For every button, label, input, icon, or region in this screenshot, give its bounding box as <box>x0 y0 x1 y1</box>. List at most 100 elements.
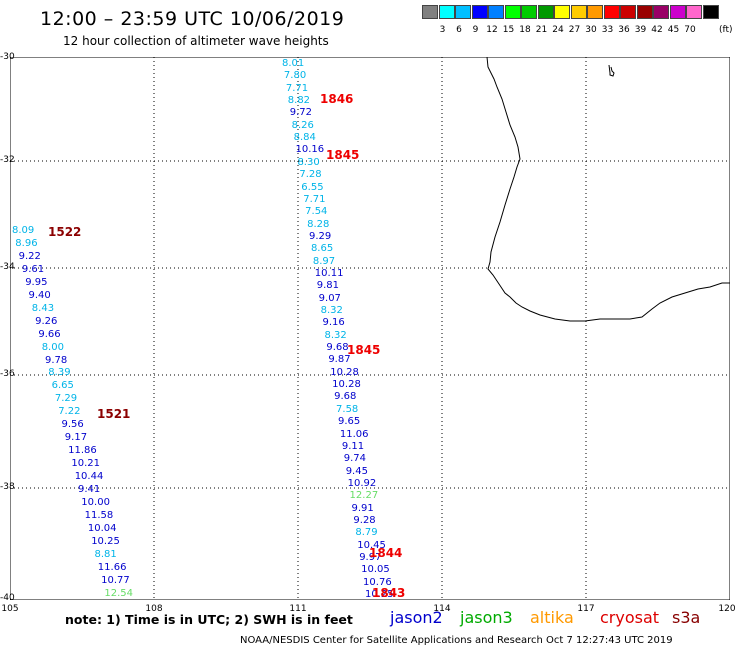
pass-time-label: 1521 <box>97 407 131 421</box>
wave-height-value: 8.30 <box>297 156 320 168</box>
wave-height-value: 9.45 <box>345 465 368 477</box>
wave-height-value: 9.61 <box>21 263 45 275</box>
wave-height-value: 7.80 <box>283 70 307 82</box>
wave-height-value: 10.25 <box>364 589 394 601</box>
wave-height-value: 9.16 <box>322 317 345 329</box>
pass-time-label: 1845 <box>326 148 360 162</box>
wave-height-value: 9.41 <box>78 484 101 495</box>
color-scale-swatch <box>554 5 570 19</box>
lat-label-40: -40 <box>0 593 15 603</box>
map-title: 12:00 – 23:59 UTC 10/06/2019 <box>40 8 345 30</box>
wave-height-value: 9.07 <box>318 292 341 304</box>
color-scale-swatch <box>504 5 521 19</box>
legend-cryosat: cryosat <box>600 608 660 627</box>
australia-coastline <box>486 57 730 322</box>
color-scale-swatch <box>455 5 471 19</box>
color-scale-label: 27 <box>568 25 581 35</box>
color-scale-label: 42 <box>651 25 663 35</box>
color-scale-label: 33 <box>601 25 614 35</box>
color-scale-label: 6 <box>456 25 462 35</box>
wave-height-value: 8.81 <box>94 548 117 560</box>
color-scale-label: 30 <box>585 25 597 35</box>
color-scale-label: 3 <box>439 25 446 35</box>
wave-height-value: 9.56 <box>61 419 84 431</box>
wave-height-value: 12.27 <box>349 490 379 502</box>
color-scale-swatch <box>686 5 702 19</box>
wave-height-value: 9.22 <box>18 250 41 262</box>
color-scale-label: 12 <box>486 25 498 35</box>
wave-height-value: 10.77 <box>101 574 130 586</box>
wave-height-value: 9.68 <box>326 342 349 354</box>
legend-jason3: jason3 <box>460 608 513 627</box>
wave-height-value: 8.43 <box>31 302 55 314</box>
wave-height-value: 11.66 <box>97 561 127 573</box>
wave-height-value: 10.44 <box>74 471 104 483</box>
wave-height-value: 10.00 <box>81 496 110 508</box>
wave-height-value: 6.55 <box>301 181 324 193</box>
wave-height-value: 10.11 <box>314 267 344 279</box>
color-scale-swatch <box>636 5 653 19</box>
color-scale-label: 45 <box>667 25 680 35</box>
pass-time-label: 1844 <box>369 546 403 560</box>
pass-time-label: 1522 <box>48 225 82 239</box>
lon-label-111: 111 <box>289 604 307 614</box>
wave-height-value: 8.28 <box>307 218 330 230</box>
legend-altika: altika <box>530 608 574 627</box>
lat-label-30: -30 <box>0 52 15 62</box>
wave-height-value: 10.76 <box>363 576 392 588</box>
color-scale-swatch <box>669 5 686 19</box>
wave-height-value: 11.58 <box>84 509 114 521</box>
color-scale-unit: (ft) <box>719 25 733 35</box>
color-scale-swatch <box>653 5 669 19</box>
units-note: note: 1) Time is in UTC; 2) SWH is in fe… <box>65 612 353 627</box>
map-frame <box>10 57 730 600</box>
wave-height-value: 9.11 <box>341 440 365 452</box>
color-scale-swatch <box>603 5 620 19</box>
wave-height-value: 7.58 <box>336 403 359 415</box>
lon-label-105: 105 <box>1 604 19 614</box>
wave-height-value: 8.82 <box>287 95 311 107</box>
wave-height-value: 8.32 <box>320 305 343 316</box>
wave-height-value: 7.28 <box>299 169 322 181</box>
color-scale-label: 9 <box>472 25 479 35</box>
wave-height-value: 9.91 <box>351 502 374 514</box>
color-scale-label: 24 <box>552 25 564 35</box>
wave-height-value: 7.54 <box>305 206 328 218</box>
wave-height-value: 8.84 <box>293 132 316 144</box>
wave-height-value: 10.21 <box>71 458 101 470</box>
color-scale-label: 18 <box>519 25 531 35</box>
lat-label-34: -34 <box>0 262 15 272</box>
wave-height-value: 9.78 <box>45 354 68 366</box>
color-scale-label: 36 <box>618 25 630 35</box>
wave-height-value: 10.16 <box>295 144 325 156</box>
wave-height-value: 9.81 <box>316 280 339 292</box>
wave-height-value: 8.39 <box>48 367 71 379</box>
color-scale-swatch <box>587 5 603 19</box>
lon-label-114: 114 <box>433 604 451 614</box>
wave-height-value: 9.87 <box>328 354 351 366</box>
wave-height-value: 10.25 <box>91 535 120 547</box>
wave-height-value: 10.92 <box>347 477 377 489</box>
wave-height-value: 9.26 <box>35 315 58 327</box>
color-scale-label: 15 <box>502 25 515 35</box>
color-scale-label: 39 <box>634 25 647 35</box>
wave-height-value: 7.71 <box>285 82 309 94</box>
wave-height-value: 7.71 <box>303 193 326 205</box>
wave-height-value: 8.96 <box>15 237 38 249</box>
color-scale-label: 70 <box>684 25 696 35</box>
footer-credit: NOAA/NESDIS Center for Satellite Applica… <box>240 635 673 646</box>
wave-height-value: 9.65 <box>337 416 361 428</box>
wave-height-value: 9.97 <box>359 552 382 563</box>
wave-height-value: 12.54 <box>104 587 134 599</box>
wave-height-value: 10.28 <box>332 379 361 391</box>
wave-height-value: 8.32 <box>324 329 347 341</box>
wave-height-value: 9.28 <box>353 514 376 526</box>
lat-label-36: -36 <box>0 369 15 379</box>
wave-height-value: 7.22 <box>58 406 81 418</box>
rottnest-island-outline <box>608 64 615 77</box>
color-scale-swatch <box>620 5 636 19</box>
wave-height-value: 9.72 <box>289 107 312 119</box>
color-scale-swatch <box>537 5 554 19</box>
wave-height-value: 8.01 <box>282 58 305 69</box>
